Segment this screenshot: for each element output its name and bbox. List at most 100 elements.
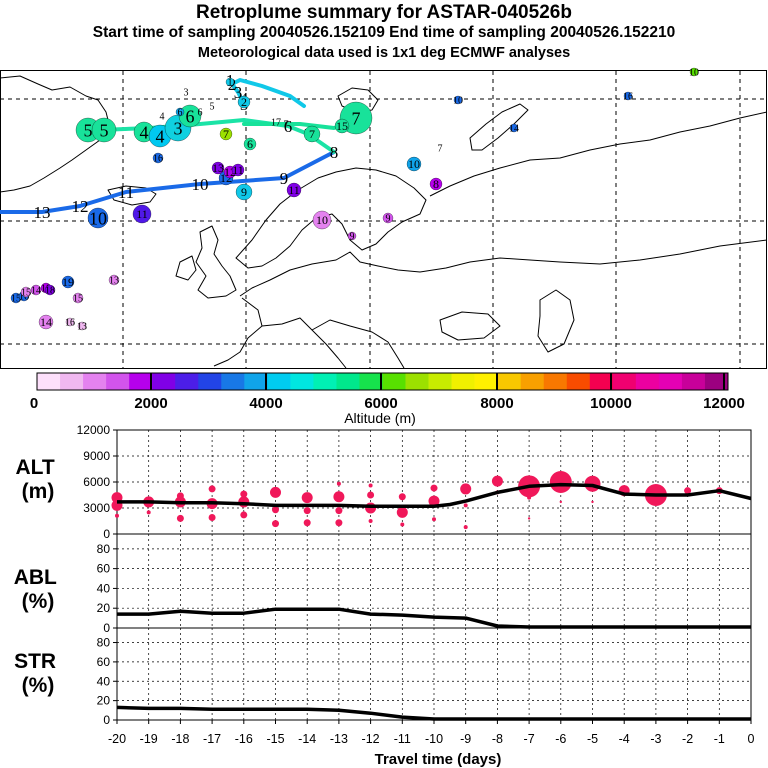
xaxis-tick-label: -10 xyxy=(425,732,443,746)
cluster-day-label: 2 xyxy=(241,95,247,109)
cluster-day-label: 10 xyxy=(408,157,420,171)
trajectory-day-label: 11 xyxy=(118,183,134,202)
altitude-cluster-point xyxy=(115,513,119,518)
cluster-circle xyxy=(20,286,32,298)
altitude-cluster-point xyxy=(335,507,343,515)
xaxis-tick-label: -4 xyxy=(619,732,630,746)
cluster-day-label: 8 xyxy=(433,177,439,191)
panel-tick-label: 0 xyxy=(103,713,110,727)
cluster-circle xyxy=(38,314,54,330)
altitude-cluster-point xyxy=(335,519,343,527)
altitude-cluster-point xyxy=(240,490,248,498)
colorbar-tick-label: 6000 xyxy=(364,395,397,412)
cluster-day-label: 7 xyxy=(438,144,443,155)
cluster-circle xyxy=(61,275,75,289)
altitude-cluster-point xyxy=(527,517,531,520)
panel-tick-label: 60 xyxy=(97,562,111,576)
colorbar-cell xyxy=(267,373,291,390)
cluster-day-label: 16 xyxy=(65,318,75,329)
panel-tick-label: 80 xyxy=(97,636,111,650)
chart-title: Retroplume summary for ASTAR-040526b xyxy=(196,2,572,23)
cluster-circle xyxy=(334,118,350,134)
altitude-cluster-point xyxy=(333,491,345,503)
cluster-day-label: 16 xyxy=(19,292,29,303)
colorbar-cell xyxy=(83,373,107,390)
cluster-circle xyxy=(429,177,443,191)
cluster-day-label: 10 xyxy=(453,96,463,107)
cluster-day-label: 4 xyxy=(140,122,149,142)
cluster-circle xyxy=(623,91,633,101)
xaxis-tick-label: -5 xyxy=(587,732,598,746)
cluster-circle xyxy=(152,152,164,164)
colorbar-tick-label: 4000 xyxy=(249,395,282,412)
colorbar-tick-label: 12000 xyxy=(703,395,745,412)
alt-label-unit: (m) xyxy=(22,480,55,503)
cluster-circle xyxy=(30,284,42,296)
cluster-day-label: 10 xyxy=(89,208,107,228)
xaxis-tick-label: -18 xyxy=(171,732,189,746)
altitude-cluster-point xyxy=(549,471,572,493)
colorbar-cell xyxy=(612,373,637,390)
xaxis-tick-label: 0 xyxy=(748,732,755,746)
altitude-cluster-point xyxy=(272,506,279,514)
colorbar-tick-label: 8000 xyxy=(480,395,513,412)
altitude-cluster-point xyxy=(559,500,562,504)
altitude-cluster-point xyxy=(303,507,311,515)
fraction-line xyxy=(116,705,751,721)
cluster-day-label: 1 xyxy=(228,78,233,89)
altitude-cluster-point xyxy=(463,503,468,508)
colorbar-tick-label: 2000 xyxy=(134,395,167,412)
abl-label-word: ABL xyxy=(14,566,57,589)
cluster-day-label: 7 xyxy=(352,108,361,128)
colorbar-cell xyxy=(428,373,452,390)
colorbar-cell xyxy=(244,373,268,390)
cluster-circle xyxy=(219,127,233,141)
cluster-circle xyxy=(108,274,120,286)
cluster-day-label: 7 xyxy=(284,120,289,131)
xaxis-tick-label: -14 xyxy=(298,732,316,746)
trajectory-day-label: 9 xyxy=(280,169,289,188)
colorbar-cell xyxy=(37,373,61,390)
abl-label-unit: (%) xyxy=(22,590,55,613)
colorbar-cell xyxy=(543,373,568,390)
cluster-circle xyxy=(286,182,302,198)
cluster-day-label: 5 xyxy=(84,120,93,140)
cluster-circle xyxy=(243,137,257,151)
xaxis-tick-label: -6 xyxy=(555,732,566,746)
cluster-day-label: 4 xyxy=(160,112,165,123)
cluster-circle xyxy=(347,231,357,241)
xaxis-tick-label: -12 xyxy=(362,732,380,746)
altitude-cluster-point xyxy=(430,484,438,492)
cluster-day-label: 14 xyxy=(31,286,41,297)
cluster-day-label: 11 xyxy=(136,207,148,221)
altitude-cluster-point xyxy=(463,525,468,530)
altitude-cluster-point xyxy=(367,491,375,499)
altitude-cluster-point xyxy=(272,520,279,528)
time-series-panels: 12000 9000 6000 3000 0 80 60 40 20 0 80 60 40 20 0 -… xyxy=(14,423,755,768)
colorbar-outline xyxy=(36,372,729,391)
colorbar-cell xyxy=(658,373,683,390)
altitude-cluster-point xyxy=(368,483,373,488)
cluster-day-label: 15 xyxy=(336,119,348,133)
colorbar-cell xyxy=(474,373,498,390)
colorbar-tick-label: 0 xyxy=(30,395,38,412)
cluster-day-label: 16 xyxy=(153,154,163,165)
cluster-day-label: 3 xyxy=(174,118,183,138)
altitude-cluster-point xyxy=(684,487,692,495)
cluster-day-label: 17 xyxy=(271,118,281,129)
xaxis-tick-label: -20 xyxy=(108,732,126,746)
altitude-cluster-point xyxy=(270,486,281,498)
fraction-line xyxy=(117,607,751,629)
trajectory-day-label: 8 xyxy=(330,143,339,162)
colorbar-cell xyxy=(336,373,360,390)
cluster-day-label: 13 xyxy=(77,322,87,333)
met-data-line: Meteorological data used is 1x1 deg ECMW… xyxy=(197,45,571,61)
cluster-day-label: 5 xyxy=(210,102,215,113)
cluster-day-label: 3 xyxy=(184,88,189,99)
colorbar-cell xyxy=(359,373,383,390)
altitude-cluster-point xyxy=(208,514,216,522)
panel-tick-label: 9000 xyxy=(83,449,110,463)
altitude-cluster-point xyxy=(491,475,503,487)
cluster-circle xyxy=(87,207,109,229)
cluster-day-label: 15 xyxy=(73,294,83,305)
